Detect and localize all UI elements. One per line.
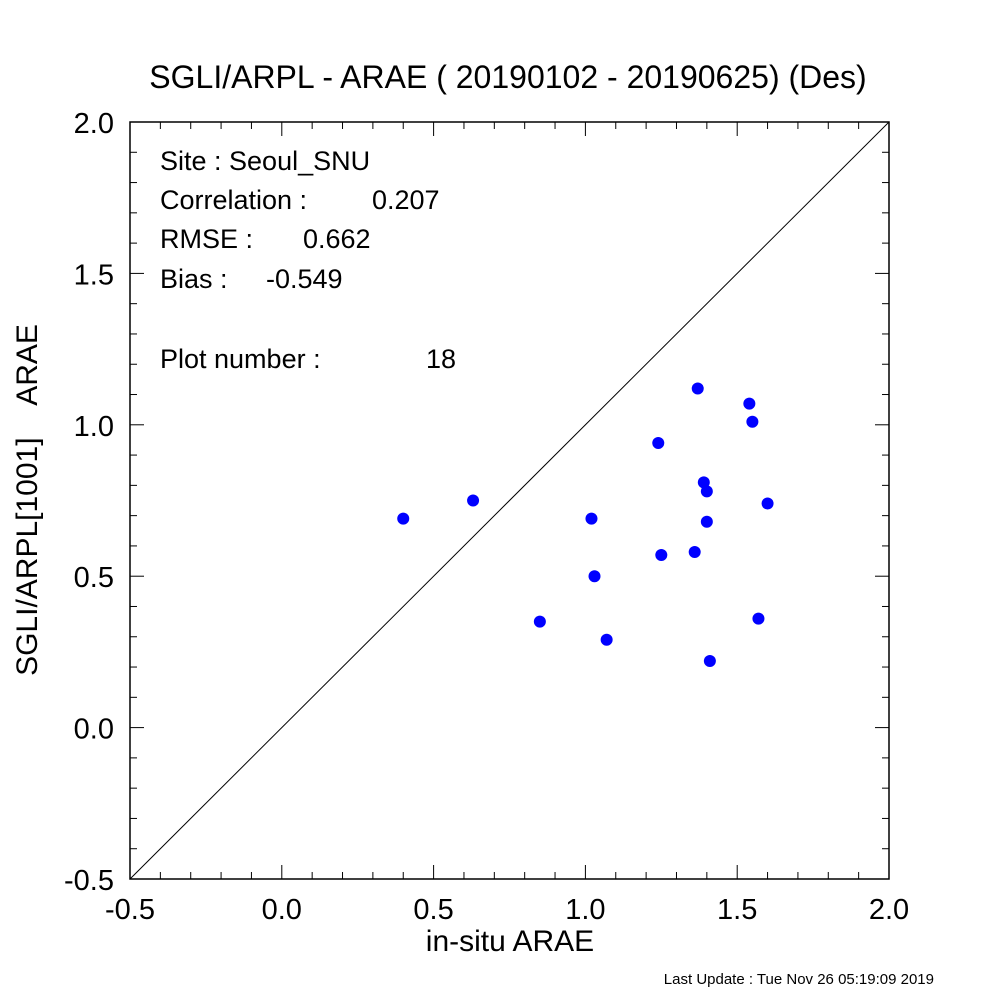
plot-number-label: Plot number : (160, 344, 321, 374)
x-tick-label: 2.0 (869, 894, 909, 926)
rmse-label: RMSE : (160, 224, 253, 254)
x-tick-label: 1.5 (717, 894, 757, 926)
one-to-one-line (129, 121, 890, 880)
data-point (743, 397, 756, 410)
y-tick-label: -0.5 (64, 865, 114, 897)
data-point (588, 570, 601, 583)
plot-number-value: 18 (426, 344, 456, 374)
data-point (746, 415, 759, 428)
data-point (655, 549, 668, 562)
data-point (533, 615, 546, 628)
data-point (688, 545, 701, 558)
correlation-label: Correlation : (160, 185, 307, 215)
x-tick-label: 0.0 (262, 894, 302, 926)
rmse-value: 0.662 (303, 224, 371, 254)
data-point (752, 612, 765, 625)
x-tick-label: 0.5 (413, 894, 453, 926)
plot-frame (129, 121, 890, 880)
y-axis-label: SGLI/ARPL[1001] ARAE (11, 324, 44, 676)
y-tick-label: 0.0 (74, 714, 114, 746)
bias-value: -0.549 (266, 264, 343, 294)
data-point (652, 436, 665, 449)
y-tick-label: 0.5 (74, 562, 114, 594)
data-point (761, 497, 774, 510)
site-label: Site : Seoul_SNU (160, 146, 370, 176)
last-update: Last Update : Tue Nov 26 05:19:09 2019 (664, 971, 934, 988)
bias-label: Bias : (160, 264, 228, 294)
y-tick-label: 1.0 (74, 411, 114, 443)
data-point (691, 382, 704, 395)
data-points (397, 382, 774, 667)
stats-panel: Site : Seoul_SNU Correlation : 0.207 RMS… (160, 146, 456, 374)
x-axis-label: in-situ ARAE (426, 925, 594, 958)
data-point (703, 654, 716, 667)
data-point (600, 633, 613, 646)
data-point (585, 512, 598, 525)
y-tick-label: 1.5 (74, 259, 114, 291)
data-point (700, 515, 713, 528)
y-tick-label: 2.0 (74, 108, 114, 140)
x-tick-label: 1.0 (565, 894, 605, 926)
chart-title: SGLI/ARPL - ARAE ( 20190102 - 20190625) … (149, 59, 866, 95)
data-point (697, 476, 710, 489)
x-tick-label: -0.5 (105, 894, 155, 926)
data-point (397, 512, 410, 525)
correlation-value: 0.207 (372, 185, 440, 215)
data-point (467, 494, 480, 507)
tick-labels: -0.5 0.0 0.5 1.0 1.5 2.0 -0.5 0.0 0.5 1.0 1.5 2.0 (64, 108, 909, 926)
data-point (700, 485, 713, 498)
